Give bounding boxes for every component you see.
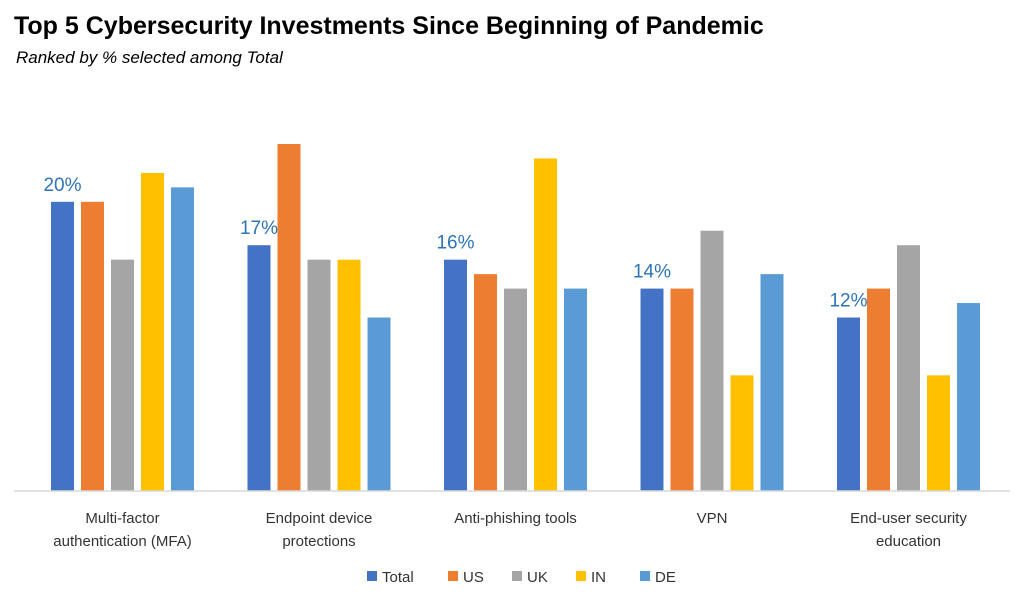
category-label-line: education: [876, 533, 941, 550]
bar-uk-2: [504, 288, 527, 491]
category-label-line: Endpoint device: [266, 510, 373, 527]
bars-group: [51, 144, 980, 492]
bar-total-1: [247, 245, 271, 491]
data-label-total-0: 20%: [43, 175, 81, 196]
bar-total-4: [837, 317, 860, 491]
bar-de-2: [564, 288, 587, 491]
category-label-3: VPN: [697, 510, 728, 527]
category-label-line: authentication (MFA): [53, 533, 191, 550]
category-label-line: VPN: [697, 510, 728, 527]
bar-uk-0: [111, 259, 134, 491]
bar-in-3: [730, 375, 754, 491]
category-label-line: protections: [282, 533, 355, 550]
bar-de-1: [367, 317, 391, 491]
data-labels-group: 20% 17% 16% 14% 12%: [43, 175, 867, 312]
bar-us-2: [474, 274, 497, 491]
category-label-0: Multi-factor authentication (MFA): [53, 510, 191, 550]
legend-label-total: Total: [382, 569, 414, 586]
bar-total-3: [640, 288, 664, 491]
legend-label-in: IN: [591, 569, 606, 586]
chart-title: Top 5 Cybersecurity Investments Since Be…: [14, 12, 764, 40]
legend-label-de: DE: [655, 569, 676, 586]
bar-uk-3: [700, 230, 724, 491]
legend-label-us: US: [463, 569, 484, 586]
category-label-4: End-user security education: [850, 510, 967, 550]
bar-in-4: [927, 375, 950, 491]
legend-swatch-total: [367, 571, 377, 581]
bar-total-2: [444, 259, 467, 491]
category-label-line: End-user security: [850, 510, 967, 527]
bar-de-4: [957, 303, 980, 491]
category-label-1: Endpoint device protections: [266, 510, 373, 550]
bar-in-1: [337, 259, 361, 491]
category-labels-group: Multi-factor authentication (MFA) Endpoint…: [53, 510, 967, 550]
bar-in-2: [534, 158, 557, 492]
bar-us-1: [277, 144, 301, 491]
bar-uk-4: [897, 245, 920, 491]
bar-us-4: [867, 288, 890, 491]
data-label-total-4: 12%: [829, 291, 867, 312]
data-label-total-1: 17%: [240, 218, 278, 239]
category-label-line: Anti-phishing tools: [454, 510, 577, 527]
legend-swatch-uk: [512, 571, 522, 581]
legend-swatch-de: [640, 571, 650, 581]
category-label-2: Anti-phishing tools: [454, 510, 577, 527]
bar-total-0: [51, 201, 74, 492]
bar-uk-1: [307, 259, 331, 491]
bar-de-3: [760, 274, 784, 491]
legend-label-uk: UK: [527, 569, 548, 586]
bar-in-0: [141, 172, 164, 491]
category-label-line: Multi-factor: [85, 510, 159, 527]
chart-subtitle: Ranked by % selected among Total: [16, 48, 283, 67]
bar-us-0: [81, 201, 104, 492]
legend-swatch-us: [448, 571, 458, 581]
data-label-total-2: 16%: [436, 233, 474, 254]
legend-swatch-in: [576, 571, 586, 581]
bar-de-0: [171, 187, 194, 491]
data-label-total-3: 14%: [633, 262, 671, 283]
legend: Total US UK IN DE: [367, 569, 676, 586]
bar-us-3: [670, 288, 694, 491]
